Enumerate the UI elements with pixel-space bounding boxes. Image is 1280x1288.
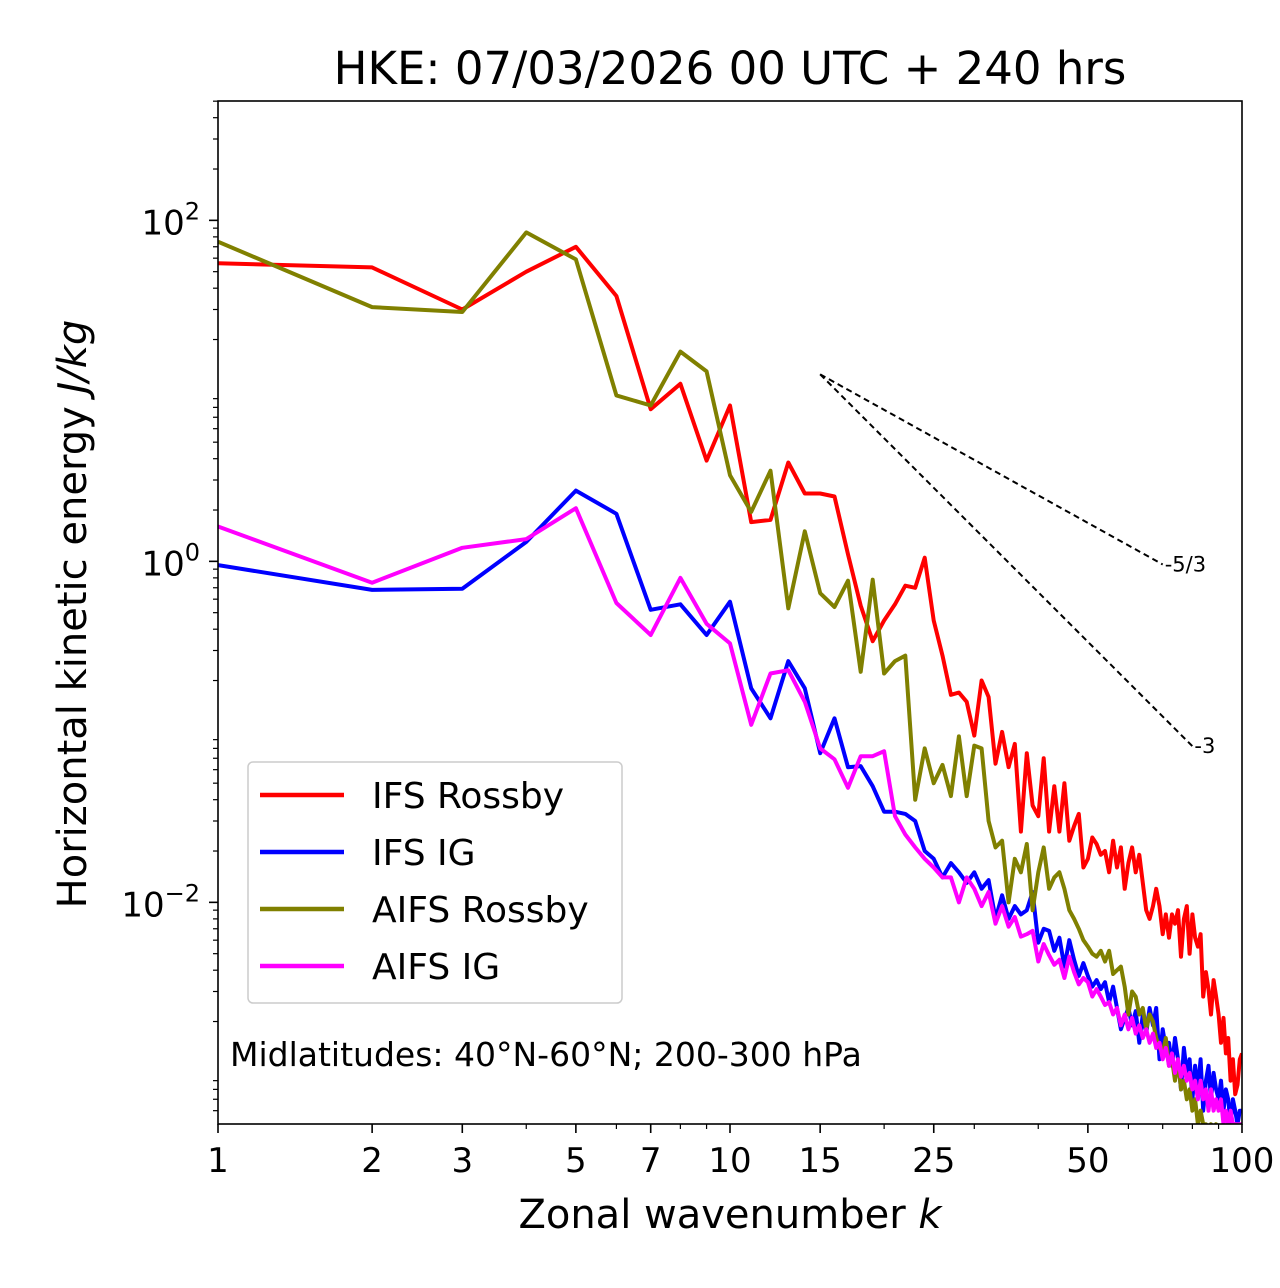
x-tick-label: 2: [361, 1141, 383, 1181]
legend-label-aifs-ig: AIFS IG: [372, 947, 500, 988]
series-line-ifs-rossby: [218, 244, 1242, 1097]
chart-title: HKE: 07/03/2026 00 UTC + 240 hrs: [334, 42, 1127, 95]
series-layer: [218, 230, 1242, 1124]
series-line-aifs-ig: [218, 506, 1242, 1124]
x-axis-label-variable: k: [918, 1192, 943, 1238]
x-axis-label-text: Zonal wavenumber: [518, 1192, 918, 1238]
legend-label-ifs-rossby: IFS Rossby: [372, 776, 564, 817]
y-tick-label: 10−2: [121, 879, 200, 925]
axis-ticks: 1 2 3 5 7 10 15 25 50 100 102 100 10−2: [121, 100, 1275, 1181]
x-tick-label: 5: [565, 1141, 587, 1181]
x-axis-label: Zonal wavenumber k: [518, 1192, 943, 1238]
x-tick-label: 10: [708, 1141, 751, 1181]
y-axis-label: Horizontal kinetic energy J/kg: [50, 320, 96, 909]
reference-slopes: -5/3 -3: [819, 373, 1215, 758]
y-tick-label: 100: [141, 538, 200, 584]
plot-frame: [217, 100, 1243, 1125]
legend-label-ifs-ig: IFS IG: [372, 833, 476, 874]
x-tick-label: 1: [207, 1141, 229, 1181]
x-tick-label: 3: [451, 1141, 473, 1181]
x-tick-label: 50: [1066, 1141, 1109, 1181]
x-tick-label: 15: [799, 1141, 842, 1181]
y-tick-label: 102: [141, 197, 200, 243]
legend: IFS Rossby IFS IG AIFS Rossby AIFS IG: [247, 761, 623, 1004]
legend-label-aifs-rossby: AIFS Rossby: [372, 890, 589, 931]
region-annotation: Midlatitudes: 40°N-60°N; 200-300 hPa: [230, 1035, 862, 1074]
x-tick-label: 25: [912, 1141, 955, 1181]
reference-slope-label: -5/3: [1165, 552, 1206, 576]
reference-slope-line: [819, 373, 1194, 747]
x-tick-label: 7: [640, 1141, 662, 1181]
reference-slope-label: -3: [1194, 734, 1215, 758]
reference-slope-line: [819, 373, 1164, 566]
series-line-aifs-rossby: [218, 230, 1242, 1124]
x-tick-label: 100: [1210, 1141, 1275, 1181]
y-axis-label-text: Horizontal kinetic energy: [50, 394, 96, 909]
legend-box: [247, 761, 623, 1004]
y-axis-label-units: J/kg: [50, 320, 96, 401]
